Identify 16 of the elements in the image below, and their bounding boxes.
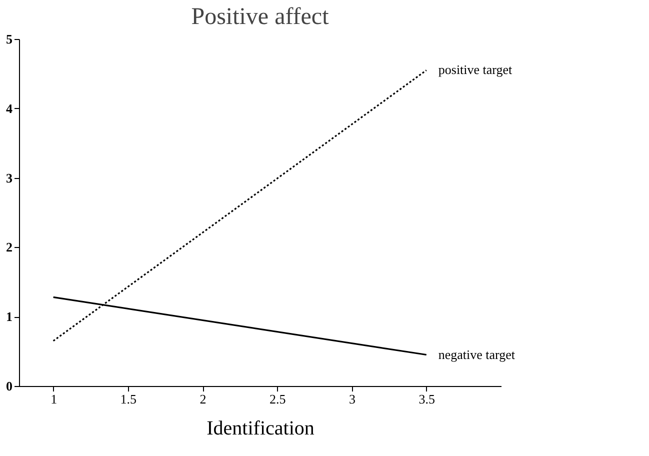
- series-label: negative target: [438, 346, 516, 362]
- x-tick-label: 3.5: [418, 392, 436, 406]
- x-tick-label: 1.5: [120, 392, 137, 406]
- y-tick-label: 0: [6, 378, 12, 394]
- x-tick-label: 1: [50, 392, 58, 406]
- x-tick-label: 2: [200, 392, 206, 406]
- x-tick-label: 2.5: [270, 392, 286, 406]
- y-tick-label: 2: [6, 240, 12, 255]
- chart-title: Positive affect: [191, 4, 330, 30]
- y-tick-label: 1: [6, 309, 12, 324]
- y-tick-label: 4: [6, 100, 13, 116]
- x-axis-title: Identification: [206, 418, 314, 440]
- y-tick-label: 5: [6, 32, 13, 46]
- y-tick-label: 3: [6, 170, 13, 186]
- x-tick-label: 3: [349, 392, 356, 406]
- series-label: positive target: [438, 62, 513, 78]
